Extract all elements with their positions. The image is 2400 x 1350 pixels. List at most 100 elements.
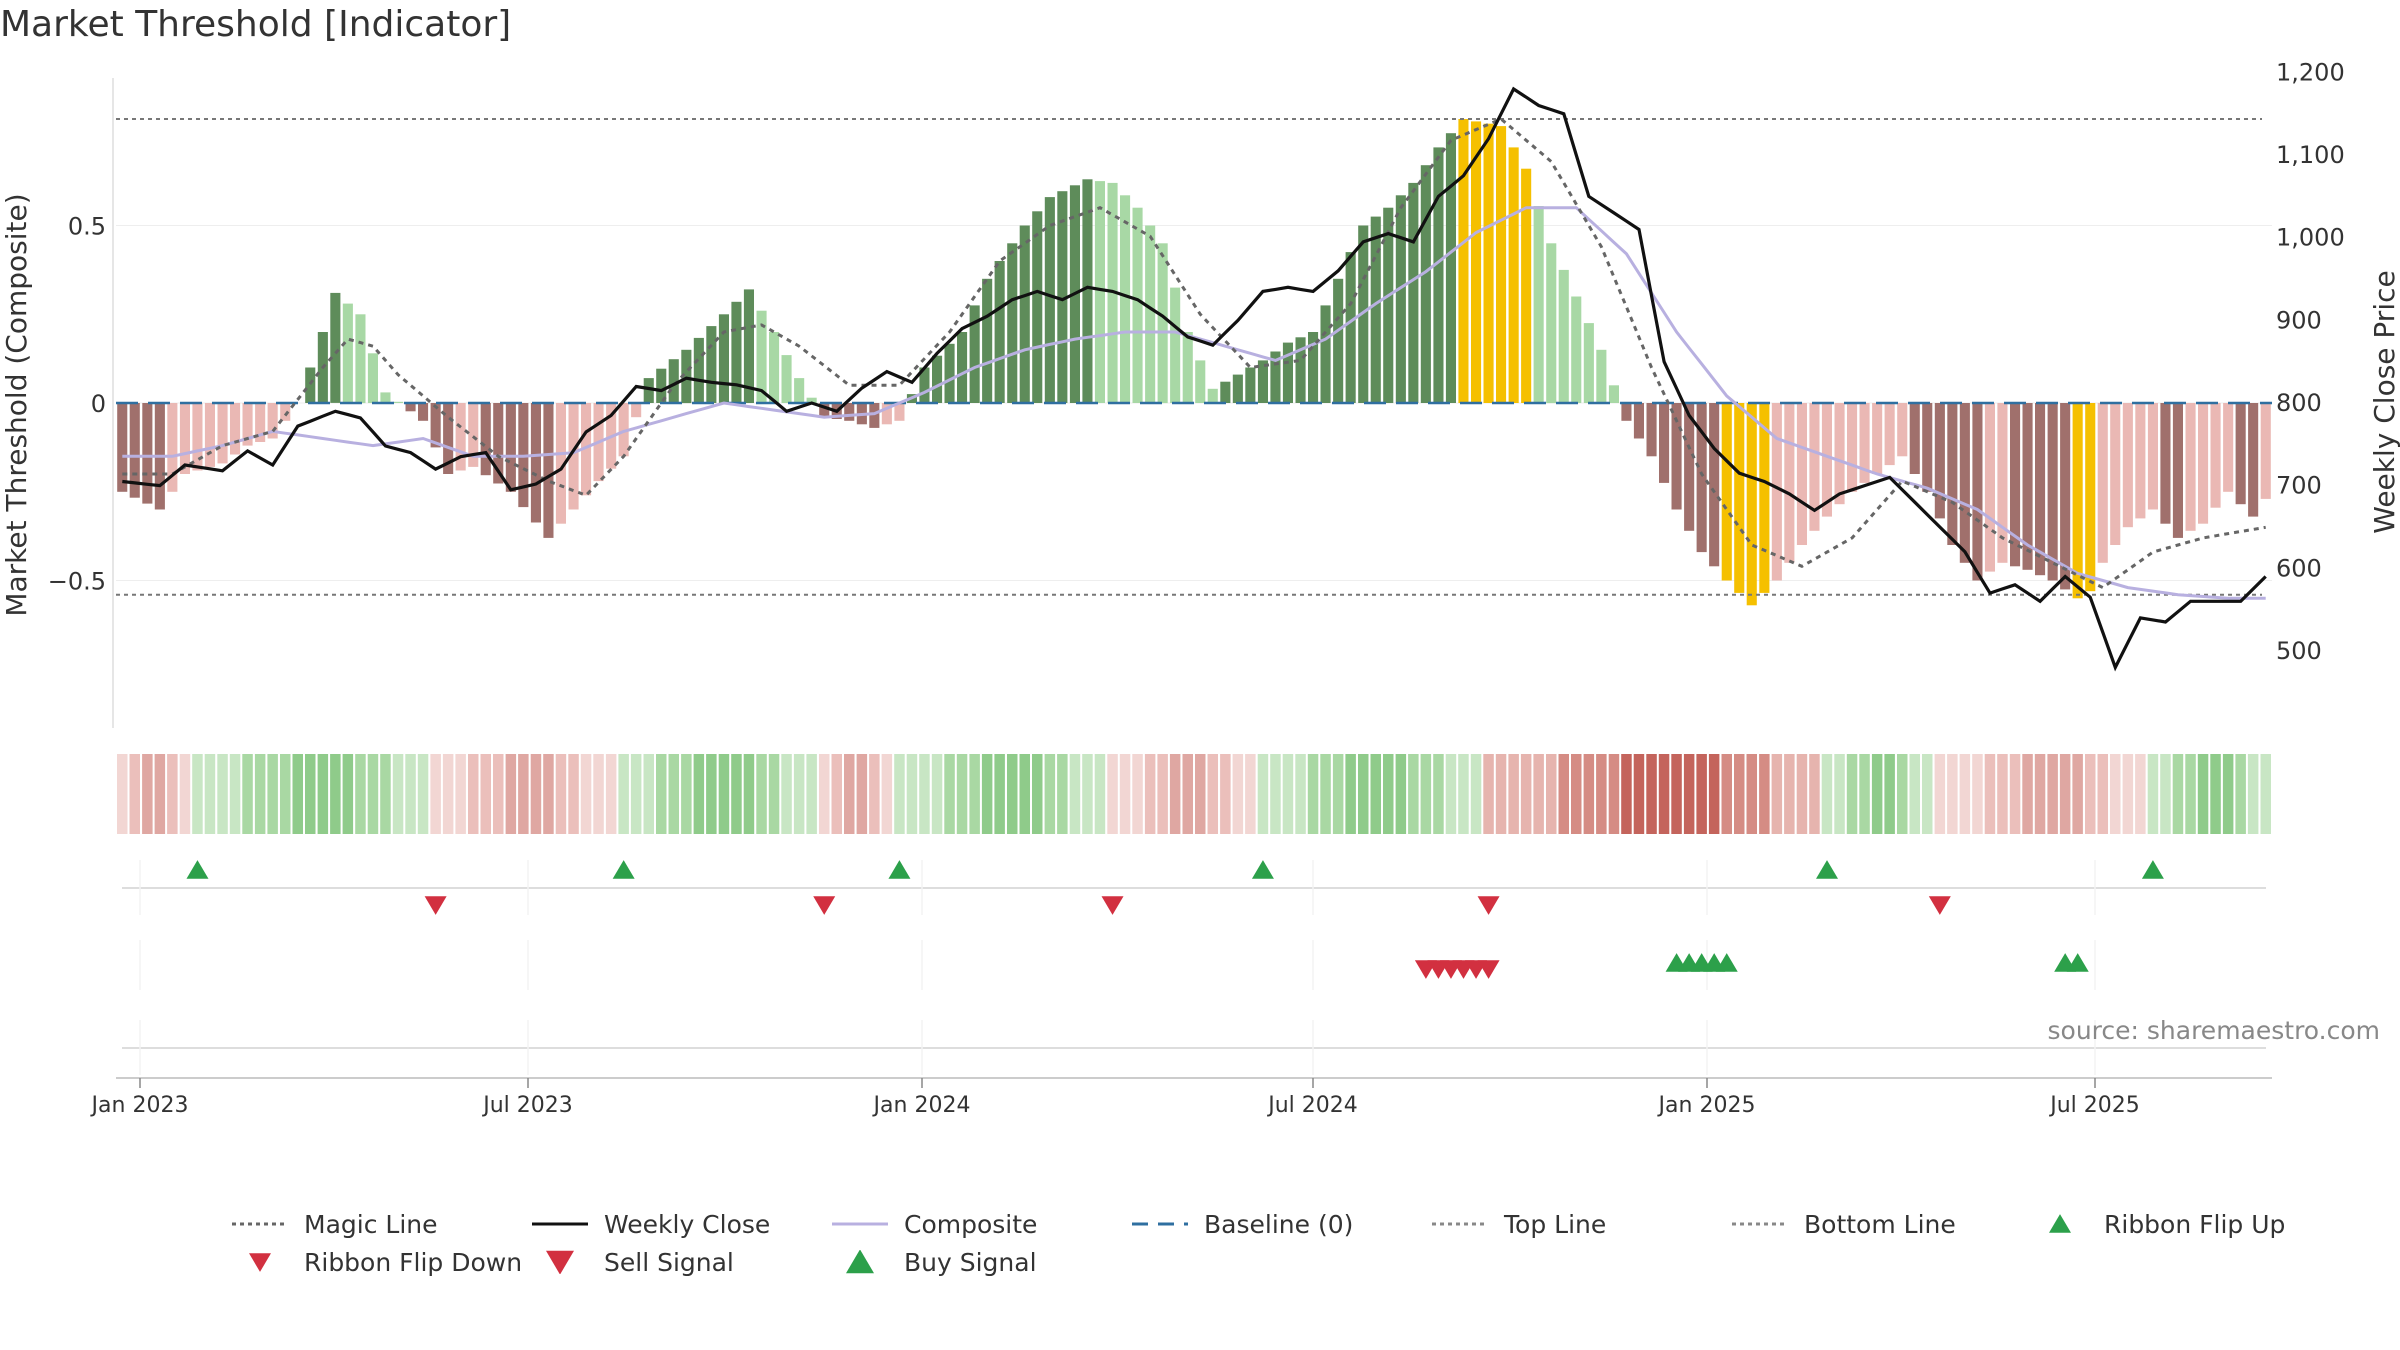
histogram-bar xyxy=(342,303,353,403)
ribbon-cell xyxy=(1207,754,1218,834)
histogram-bar xyxy=(2122,403,2133,528)
ribbon-cell xyxy=(1107,754,1118,834)
weekly-close-line xyxy=(122,86,2267,672)
histogram-bar xyxy=(969,305,980,403)
legend-item: Bottom Line xyxy=(1730,1210,2030,1239)
histogram-bar xyxy=(731,301,742,403)
histogram-bar xyxy=(1659,403,1670,483)
legend-label: Bottom Line xyxy=(1804,1209,1956,1239)
ribbon-cell xyxy=(781,754,792,834)
y-left-tick-label: 0 xyxy=(91,390,106,418)
histogram-bar xyxy=(781,355,792,403)
legend: Magic Line Weekly Close Composite Baseline … xyxy=(230,1205,2350,1281)
legend-item: Weekly Close xyxy=(530,1210,830,1239)
x-tick-label: Jul 2025 xyxy=(2048,1093,2140,1118)
legend-label: Magic Line xyxy=(304,1209,438,1239)
histogram-bar xyxy=(1082,179,1093,403)
histogram-bar xyxy=(982,278,993,403)
ribbon-cell xyxy=(1057,754,1068,834)
ribbon-cell xyxy=(1445,754,1457,834)
histogram-bar xyxy=(957,332,968,403)
histogram-bar xyxy=(668,359,679,403)
ribbon-cell xyxy=(254,754,266,834)
ribbon-cell xyxy=(367,754,379,834)
histogram-bar xyxy=(794,378,805,403)
legend-label: Ribbon Flip Up xyxy=(2104,1209,2286,1239)
ribbon-layer xyxy=(117,754,2271,834)
histogram-bar xyxy=(994,261,1005,403)
legend-swatch xyxy=(1732,1222,1788,1226)
histogram-bar xyxy=(1170,287,1181,403)
ribbon-cell xyxy=(593,754,604,834)
ribbon-cell xyxy=(568,754,579,834)
histogram-bar xyxy=(393,401,404,403)
ribbon-cell xyxy=(1546,754,1557,834)
legend-item: Top Line xyxy=(1430,1210,1730,1239)
histogram-bar xyxy=(1972,403,1983,581)
ribbon-cell xyxy=(2235,754,2246,834)
ribbon-cell xyxy=(2260,754,2271,834)
ribbon-cell xyxy=(1007,754,1018,834)
ribbon-flip-down-marker xyxy=(424,896,447,915)
histogram-bar xyxy=(618,403,629,457)
ribbon-cell xyxy=(1821,754,1833,834)
x-tick-label: Jul 2023 xyxy=(481,1093,573,1118)
bars-layer xyxy=(117,119,2271,606)
buy-signal-marker xyxy=(1715,953,1738,972)
ribbon-cell xyxy=(342,754,354,834)
ribbon-cell xyxy=(706,754,717,834)
ribbon-cell xyxy=(355,754,366,834)
ribbon-cell xyxy=(2047,754,2058,834)
histogram-bar xyxy=(718,314,729,404)
ribbon-cell xyxy=(1295,754,1306,834)
legend-item: Sell Signal xyxy=(530,1248,830,1277)
ribbon-cell xyxy=(1270,754,1281,834)
histogram-bar xyxy=(1483,123,1494,403)
legend-swatch xyxy=(1132,1222,1188,1226)
histogram-bar xyxy=(581,403,592,496)
y-axis-left-label: Market Threshold (Composite) xyxy=(0,193,33,616)
ribbon-cell xyxy=(2110,754,2121,834)
histogram-bar xyxy=(769,332,780,403)
ribbon-cell xyxy=(756,754,767,834)
histogram-bar xyxy=(2110,403,2121,545)
ribbon-cell xyxy=(1370,754,1381,834)
ribbon-cell xyxy=(330,754,341,834)
ribbon-cell xyxy=(1583,754,1595,834)
ribbon-cell xyxy=(1984,754,1996,834)
legend-label: Baseline (0) xyxy=(1204,1209,1354,1239)
legend-swatch xyxy=(546,1250,574,1274)
ribbon-cell xyxy=(1483,754,1494,834)
histogram-bar xyxy=(1471,121,1482,404)
histogram-bar xyxy=(117,403,128,492)
legend-item: Baseline (0) xyxy=(1130,1210,1430,1239)
histogram-bar xyxy=(2010,403,2021,567)
ribbon-cell xyxy=(1408,754,1419,834)
ribbon-cell xyxy=(1608,754,1620,834)
ribbon-cell xyxy=(2022,754,2033,834)
ribbon-cell xyxy=(455,754,466,834)
histogram-bar xyxy=(1633,403,1644,439)
histogram-bar xyxy=(2085,403,2096,592)
histogram-bar xyxy=(1057,191,1068,403)
histogram-bar xyxy=(217,403,228,464)
histogram-bar xyxy=(230,403,241,455)
ribbon-cell xyxy=(2185,754,2196,834)
histogram-bar xyxy=(1157,243,1168,404)
histogram-bar xyxy=(2147,403,2158,510)
histogram-bar xyxy=(2160,403,2171,524)
histogram-bar xyxy=(1383,207,1394,403)
ribbon-cell xyxy=(1759,754,1770,834)
ribbon-cell xyxy=(1571,754,1582,834)
ribbon-cell xyxy=(1859,754,1870,834)
histogram-bar xyxy=(430,403,441,448)
ribbon-cell xyxy=(1959,754,1971,834)
ribbon-flip-up-marker xyxy=(1251,860,1274,879)
ribbon-cell xyxy=(117,754,128,834)
ribbon-cell xyxy=(643,754,654,834)
histogram-bar xyxy=(1508,147,1519,403)
ribbon-cell xyxy=(179,754,191,834)
histogram-bar xyxy=(1734,403,1745,593)
histogram-bar xyxy=(480,403,491,476)
ribbon-cell xyxy=(1433,754,1444,834)
